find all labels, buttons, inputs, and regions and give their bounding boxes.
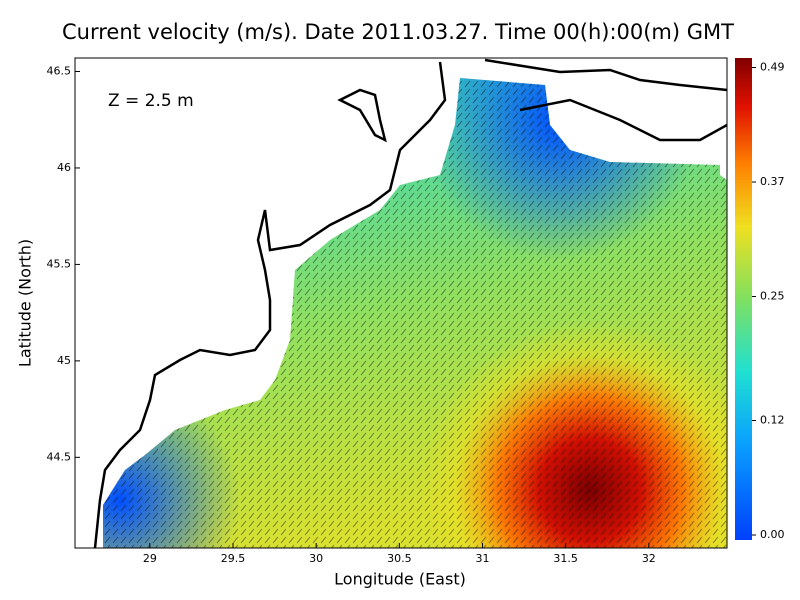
coastline [484, 58, 728, 92]
colorbar-tick-label: 0.00 [760, 528, 785, 541]
depth-annotation: Z = 2.5 m [108, 91, 194, 111]
x-tick-label: 29.5 [221, 552, 246, 565]
x-tick-label: 32 [642, 552, 656, 565]
y-tick-label: 45 [57, 354, 71, 367]
colorbar-tick-label: 0.12 [760, 414, 785, 427]
coastline [519, 98, 728, 142]
x-tick-label: 29 [143, 552, 157, 565]
y-axis-label: Latitude (North) [16, 239, 35, 367]
y-tick-label: 46 [57, 161, 71, 174]
plot-frame [74, 57, 728, 549]
velocity-field [103, 78, 727, 548]
y-tick-label: 45.5 [47, 257, 72, 270]
y-tick-label: 44.5 [47, 450, 72, 463]
x-tick-label: 30.5 [387, 552, 412, 565]
colorbar-tick-label: 0.49 [760, 61, 785, 74]
x-tick-label: 30 [309, 552, 323, 565]
x-tick-label: 31 [476, 552, 490, 565]
coastline [337, 88, 387, 143]
x-axis-label: Longitude (East) [334, 570, 466, 589]
colorbar-tick-label: 0.37 [760, 175, 785, 188]
y-tick-label: 46.5 [47, 65, 72, 78]
colorbar [735, 58, 752, 540]
colorbar-tick-label: 0.25 [760, 290, 785, 303]
x-tick-label: 31.5 [553, 552, 578, 565]
title: Current velocity (m/s). Date 2011.03.27.… [62, 20, 734, 44]
coastline [93, 61, 447, 549]
